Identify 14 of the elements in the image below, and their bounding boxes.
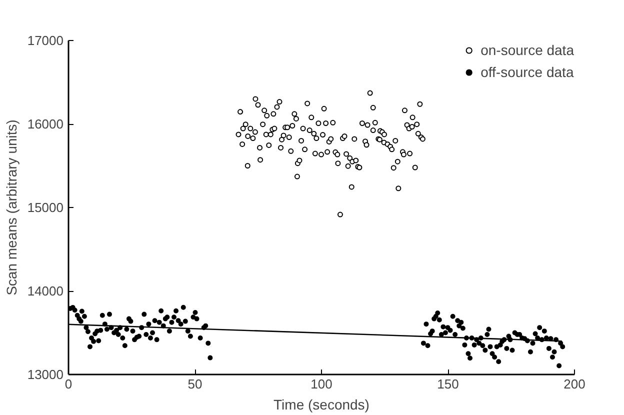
y-tick-label: 16000: [27, 116, 64, 132]
y-axis-title: Scan means (arbitrary units): [3, 120, 20, 296]
x-tick-label: 200: [564, 376, 586, 392]
x-tick-label: 100: [310, 376, 332, 392]
legend-label: off-source data: [480, 64, 574, 80]
y-tick-label: 15000: [27, 200, 64, 215]
x-tick-label: 50: [188, 376, 202, 392]
y-tick-label: 14000: [27, 284, 64, 298]
y-tick-label: 17000: [27, 33, 64, 48]
legend-label: on-source data: [480, 42, 574, 58]
x-tick-label: 0: [64, 376, 72, 392]
x-axis-title: Time (seconds): [274, 396, 370, 412]
x-tick-label: 150: [437, 376, 459, 392]
y-tick-label: 13000: [27, 367, 64, 382]
